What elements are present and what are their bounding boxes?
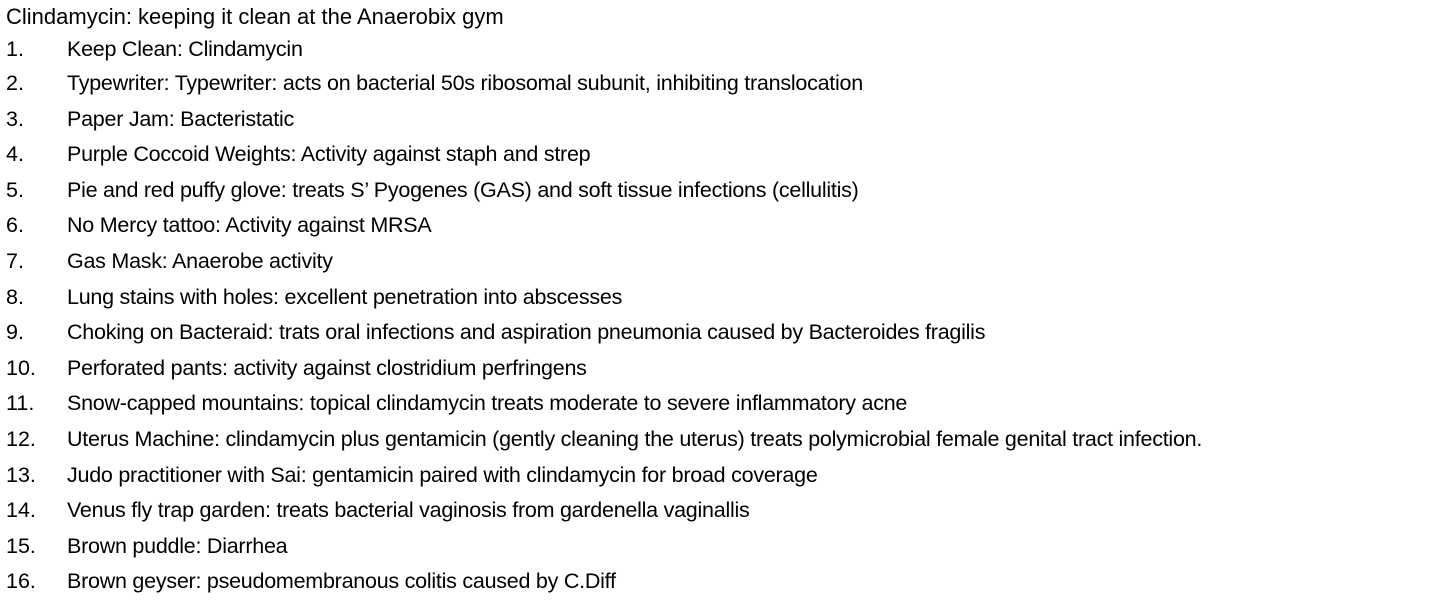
list-item-text: Pie and red puffy glove: treats S’ Pyoge…: [67, 177, 859, 202]
list-item-text: Perforated pants: activity against clost…: [67, 355, 587, 380]
list-item-text: Gas Mask: Anaerobe activity: [67, 248, 333, 273]
list-item-text: Paper Jam: Bacteristatic: [67, 106, 295, 131]
list-item-text: Brown geyser: pseudomembranous colitis c…: [67, 569, 616, 594]
list-item-text: Snow-capped mountains: topical clindamyc…: [67, 391, 908, 416]
list-item-text: Keep Clean: Clindamycin: [67, 37, 303, 61]
list-item-number: 3.: [6, 106, 24, 131]
list-item: 11. Snow-capped mountains: topical clinda…: [6, 386, 1436, 422]
list-item-text: No Mercy tattoo: Activity against MRSA: [67, 213, 432, 238]
list-item-number: 16.: [6, 569, 36, 594]
list-item-number: 11.: [6, 391, 35, 416]
list-item-number: 4.: [6, 142, 24, 167]
list-item-number: 15.: [6, 533, 36, 558]
list-item-number: 10.: [6, 355, 36, 380]
numbered-list: 1. Keep Clean: Clindamycin 2. Typewriter: …: [6, 32, 1436, 600]
list-item-number: 5.: [6, 177, 24, 202]
list-item: 10. Perforated pants: activity against cl…: [6, 351, 1436, 387]
list-item-number: 1.: [6, 37, 24, 61]
list-item-number: 6.: [6, 213, 24, 238]
list-item-text: Brown puddle: Diarrhea: [67, 533, 288, 558]
list-item: 12. Uterus Machine: clindamycin plus gent…: [6, 422, 1436, 458]
list-item: 5. Pie and red puffy glove: treats S’ Pyo…: [6, 173, 1436, 209]
list-item-number: 13.: [6, 462, 36, 487]
list-item: 2. Typewriter: Typewriter: acts on bacter…: [6, 66, 1436, 102]
list-item-number: 2.: [6, 71, 24, 95]
list-item: 4. Purple Coccoid Weights: Activity again…: [6, 137, 1436, 173]
list-item: 3. Paper Jam: Bacteristatic: [6, 102, 1436, 138]
list-item: 8. Lung stains with holes: excellent pene…: [6, 280, 1436, 316]
list-item-text: Typewriter: Typewriter: acts on bacteria…: [67, 71, 863, 95]
list-item-text: Uterus Machine: clindamycin plus gentami…: [67, 426, 1203, 451]
list-item-number: 7.: [6, 248, 24, 273]
list-item: 7. Gas Mask: Anaerobe activity: [6, 244, 1436, 280]
list-item: 6. No Mercy tattoo: Activity against MRSA: [6, 208, 1436, 244]
list-item: 13. Judo practitioner with Sai: gentamici…: [6, 458, 1436, 494]
document-title: Clindamycin: keeping it clean at the Ana…: [6, 4, 504, 29]
list-item: 9. Choking on Bacteraid: trats oral infec…: [6, 315, 1436, 351]
list-item-number: 14.: [6, 498, 36, 523]
list-item-number: 8.: [6, 284, 24, 309]
list-item-number: 12.: [6, 426, 36, 451]
list-item-text: Judo practitioner with Sai: gentamicin p…: [67, 462, 818, 487]
list-item-text: Choking on Bacteraid: trats oral infecti…: [67, 320, 986, 345]
list-item-number: 9.: [6, 320, 24, 345]
list-item: 14. Venus fly trap garden: treats bacteri…: [6, 493, 1436, 529]
list-item-text: Lung stains with holes: excellent penetr…: [67, 284, 623, 309]
list-item: 16. Brown geyser: pseudomembranous coliti…: [6, 564, 1436, 600]
list-item-text: Venus fly trap garden: treats bacterial …: [67, 498, 750, 523]
list-item: 1. Keep Clean: Clindamycin: [6, 32, 1436, 66]
list-item: 15. Brown puddle: Diarrhea: [6, 529, 1436, 565]
list-item-text: Purple Coccoid Weights: Activity against…: [67, 142, 591, 167]
